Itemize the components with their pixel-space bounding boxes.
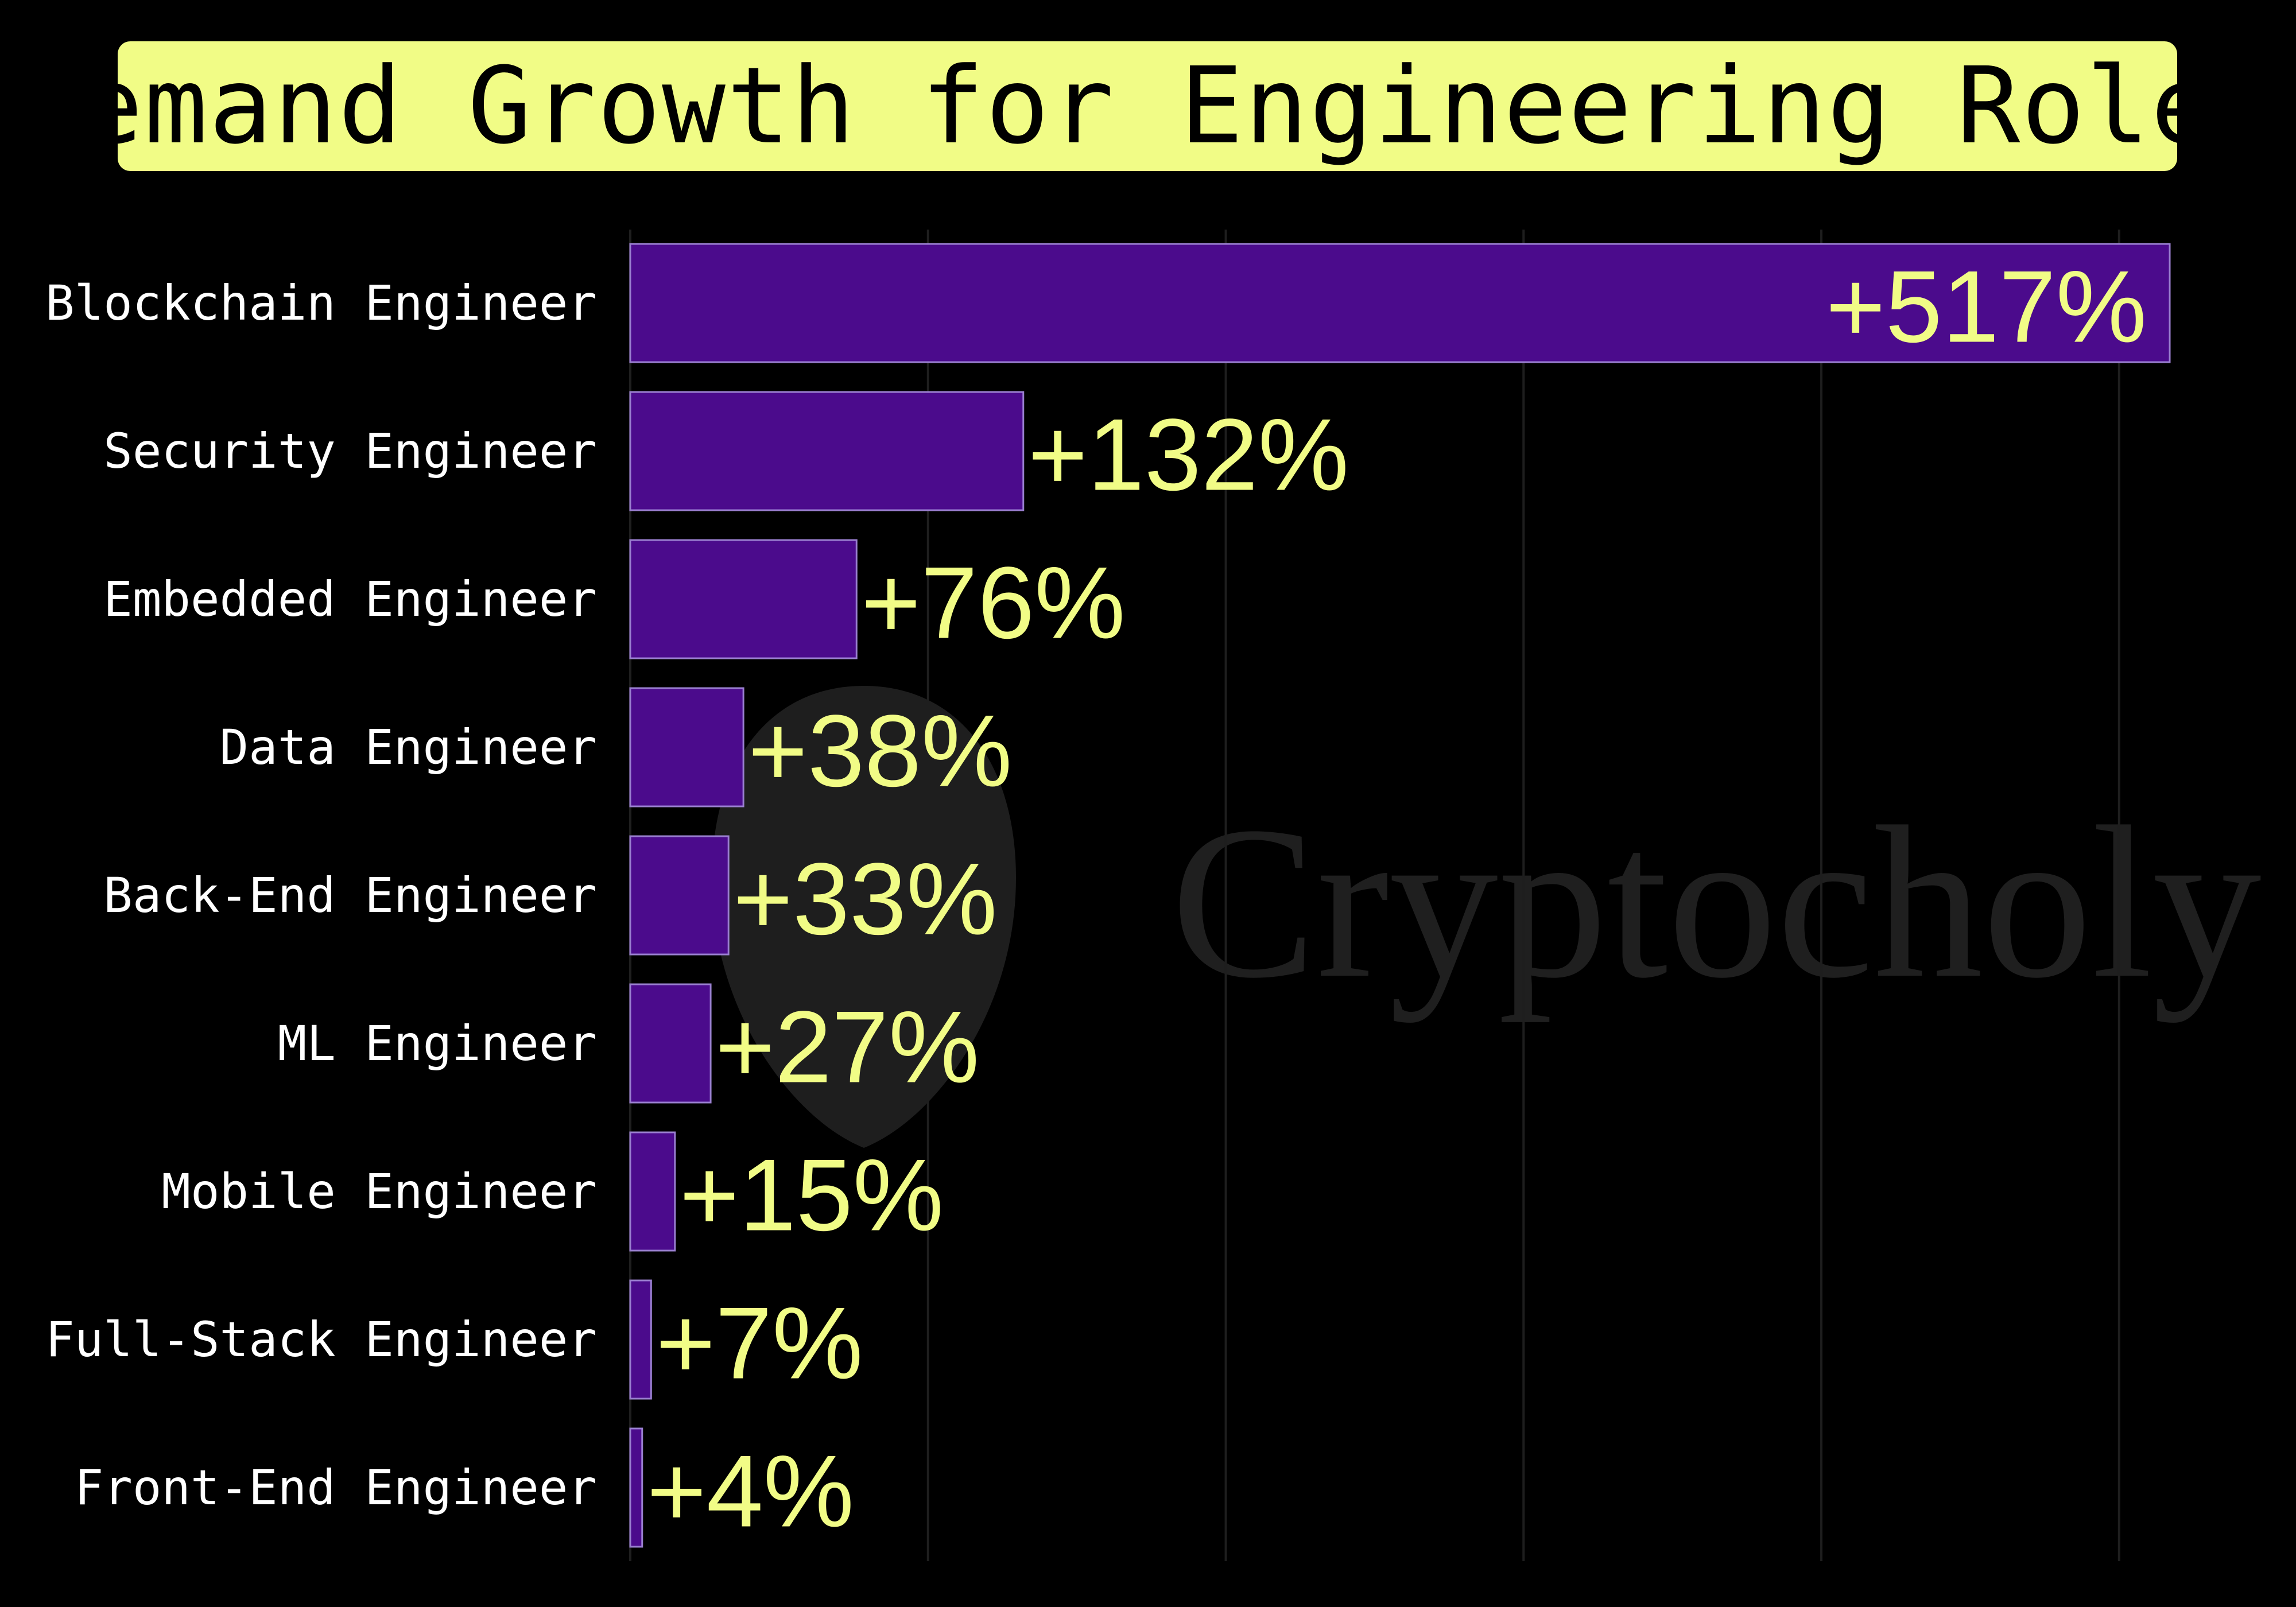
category-label: Front-End Engineer — [75, 1460, 597, 1516]
value-label: +33% — [733, 842, 997, 956]
watermark-text: Cryptocholy — [1171, 782, 2262, 1023]
category-label: Security Engineer — [103, 423, 597, 479]
chart-title: Demand Growth for Engineering Roles — [14, 45, 2281, 168]
bar — [629, 1279, 652, 1400]
bar — [629, 243, 2171, 363]
value-label: +517% — [1826, 250, 2147, 364]
watermark-mask-icon — [712, 686, 1016, 1148]
value-label: +132% — [1028, 398, 1349, 512]
bar — [629, 539, 858, 659]
bar — [629, 983, 712, 1104]
bar — [629, 391, 1025, 511]
bar — [629, 1427, 643, 1548]
bar — [629, 687, 744, 808]
category-label: Mobile Engineer — [161, 1163, 597, 1220]
category-label: Blockchain Engineer — [45, 275, 597, 331]
category-label: Embedded Engineer — [103, 571, 597, 627]
bar — [629, 1131, 676, 1252]
watermark: Cryptocholy — [712, 686, 2262, 1148]
value-label: +27% — [715, 990, 979, 1104]
value-label: +15% — [680, 1138, 944, 1252]
category-labels: Blockchain Engineer Security Engineer Embe… — [45, 275, 597, 1516]
value-label: +38% — [748, 694, 1012, 808]
value-labels: +517% +132% +76% +38% +33% +27% +15% +7% +4% — [647, 250, 2147, 1548]
category-label: Data Engineer — [220, 719, 597, 775]
value-label: +7% — [656, 1286, 863, 1400]
bar — [629, 835, 730, 956]
category-label: Back-End Engineer — [103, 867, 597, 923]
value-label: +4% — [647, 1434, 854, 1548]
value-label: +76% — [861, 546, 1125, 660]
bars — [629, 243, 2171, 1548]
category-label: ML Engineer — [278, 1015, 597, 1072]
title-box: Demand Growth for Engineering Roles — [14, 41, 2279, 171]
category-label: Full-Stack Engineer — [45, 1311, 597, 1368]
